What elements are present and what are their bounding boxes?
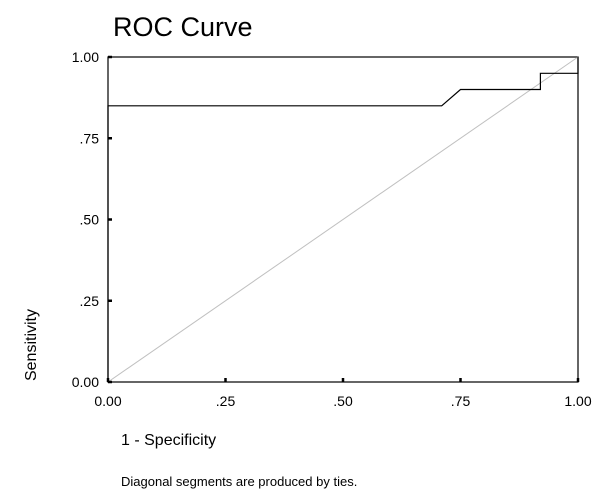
footnote: Diagonal segments are produced by ties. [121,474,357,489]
x-axis: 0.00 .25 .50 .75 1.00 [94,378,592,409]
plot-area [107,56,579,383]
y-tick-label: .25 [80,293,100,309]
x-tick-label: .25 [216,393,236,409]
roc-curve-line [107,57,579,382]
series-layer [107,56,579,383]
x-axis-label: 1 - Specificity [121,432,216,449]
x-tick-label: .50 [333,393,353,409]
y-tick-label: 0.00 [72,374,99,390]
y-axis-label: Sensitivity [23,309,40,381]
x-tick-label: .75 [451,393,471,409]
chart-title: ROC Curve [113,12,253,42]
y-axis: 0.00 .25 .50 .75 1.00 [72,49,112,390]
reference-diagonal-line [107,56,579,383]
x-tick-label: 0.00 [94,393,121,409]
x-tick-label: 1.00 [564,393,591,409]
y-tick-label: .50 [80,212,100,228]
y-tick-label: .75 [80,130,100,146]
y-tick-label: 1.00 [72,49,99,65]
